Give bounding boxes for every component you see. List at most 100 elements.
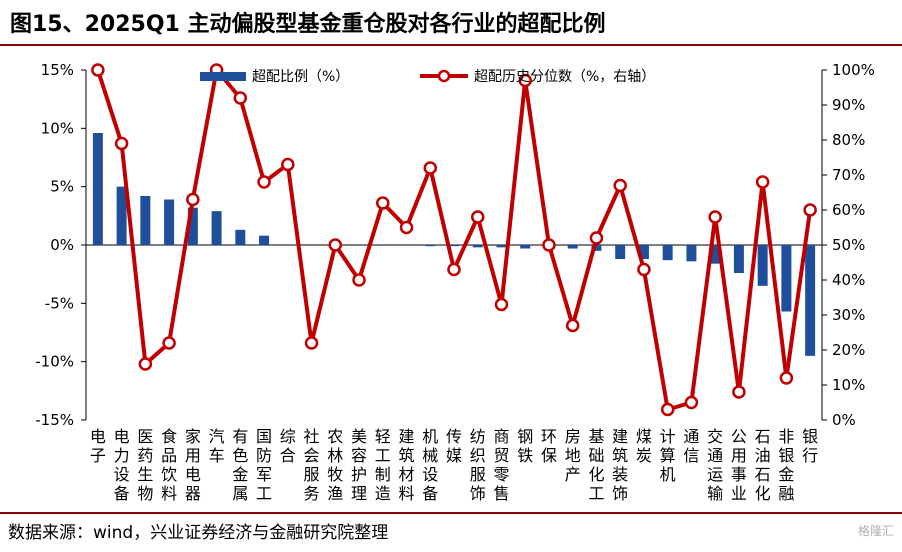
percentile-line [95, 68, 813, 412]
x-category-label: 交通运输 [707, 427, 723, 503]
legend-line-label: 超配历史分位数（%，右轴） [474, 69, 655, 85]
bar [686, 245, 697, 262]
percentile-point [660, 402, 675, 417]
x-category-label: 非银金融 [778, 427, 794, 503]
x-category-label: 社会服务 [304, 427, 320, 503]
legend-line-marker [437, 69, 451, 83]
line-series [91, 63, 817, 417]
y-right-tick-label: 70% [832, 166, 865, 184]
percentile-point [613, 178, 627, 193]
x-category-label: 商贸零售 [493, 427, 509, 503]
axes: 15% 10% 5% 0% -5% -10% -15% 100% 90% 80% 70% 60% 50%… [35, 61, 875, 503]
y-right-tick-label: 100% [832, 61, 875, 79]
y-right-tick-label: 40% [832, 271, 865, 289]
y-right-tick-label: 80% [832, 131, 865, 149]
bar [116, 186, 127, 245]
title-rule [0, 44, 902, 46]
percentile-point [138, 357, 153, 371]
bar [235, 229, 246, 245]
x-category-label: 通信 [683, 427, 699, 465]
bar [425, 245, 436, 247]
bar [805, 245, 816, 356]
y-right-tick-label: 10% [832, 376, 865, 394]
percentile-point [708, 210, 722, 224]
percentile-point [399, 220, 414, 235]
x-category-label: 煤炭 [636, 427, 652, 465]
bar [211, 211, 222, 245]
x-category-label: 汽车 [209, 427, 225, 465]
x-category-label: 美容护理 [351, 427, 367, 503]
x-category-label: 公用事业 [731, 427, 747, 503]
y-left-tick-label: -5% [45, 294, 74, 312]
bar [449, 245, 459, 247]
y-left-tick-label: 15% [41, 61, 74, 79]
x-category-label: 医药生物 [137, 427, 153, 503]
x-category-label: 建筑装饰 [612, 427, 628, 503]
bar [164, 199, 175, 245]
percentile-point [470, 210, 485, 224]
bar [259, 235, 270, 245]
x-category-label: 石油石化 [755, 427, 771, 503]
y-right-tick-label: 50% [832, 236, 865, 254]
bar [187, 207, 198, 245]
percentile-point [637, 262, 651, 277]
percentile-point [304, 336, 319, 350]
percentile-point [542, 238, 556, 252]
x-category-label: 房地产 [565, 427, 581, 484]
percentile-point [589, 231, 604, 245]
x-category-label: 轻工制造 [375, 427, 391, 503]
percentile-point [91, 63, 105, 77]
x-category-label: 国防军工 [256, 427, 272, 503]
percentile-point [423, 161, 438, 175]
bar [662, 245, 673, 261]
percentile-point [494, 297, 509, 312]
bar [781, 245, 792, 312]
y-right-tick-label: 0% [832, 411, 856, 429]
bar [567, 245, 578, 249]
source-note: 数据来源：wind，兴业证券经济与金融研究院整理 [8, 523, 389, 543]
x-category-label: 机械设备 [422, 427, 438, 503]
y-left-tick-label: 0% [50, 236, 74, 254]
percentile-point [755, 175, 770, 189]
bar [140, 196, 151, 245]
x-category-label: 传媒 [446, 427, 462, 465]
percentile-point [352, 273, 366, 287]
x-category-label: 有色金属 [232, 427, 248, 503]
percentile-point [684, 395, 699, 410]
percentile-point [162, 336, 176, 350]
bar-series [92, 133, 816, 356]
legend: 超配比例（%） 超配历史分位数（%，右轴） [200, 69, 655, 85]
percentile-point [376, 196, 390, 210]
chart: 15% 10% 5% 0% -5% -10% -15% 100% 90% 80% 70% 60% 50%… [35, 61, 875, 503]
y-left-tick-label: 10% [41, 119, 74, 137]
x-category-label: 环保 [541, 427, 557, 465]
percentile-point [186, 192, 200, 207]
bar [710, 245, 721, 264]
y-right-tick-label: 30% [832, 306, 865, 324]
x-category-label: 银行 [802, 427, 818, 465]
x-category-label: 钢铁 [517, 427, 533, 465]
watermark: 格隆汇 [857, 524, 894, 538]
legend-bar-swatch [200, 72, 246, 81]
y-right-tick-label: 60% [832, 201, 865, 219]
bar [472, 245, 483, 248]
percentile-point [803, 203, 817, 217]
percentile-point [447, 262, 461, 277]
x-category-label: 计算机 [660, 427, 676, 484]
x-category-label: 家用电器 [185, 427, 201, 503]
percentile-point [257, 175, 271, 189]
y-left-tick-label: 5% [50, 178, 74, 196]
footer-rule [0, 512, 902, 514]
x-category-label: 农林牧渔 [327, 427, 343, 503]
percentile-point [328, 238, 343, 252]
percentile-point [779, 371, 794, 385]
x-category-label: 食品饮料 [161, 427, 177, 503]
bar [733, 245, 744, 273]
percentile-point [565, 318, 580, 333]
percentile-point [518, 73, 532, 88]
bar [92, 133, 103, 245]
bar [520, 245, 531, 249]
legend-bar-label: 超配比例（%） [252, 69, 349, 85]
x-category-label: 综合 [280, 427, 296, 465]
x-category-label: 纺织服饰 [470, 427, 486, 503]
